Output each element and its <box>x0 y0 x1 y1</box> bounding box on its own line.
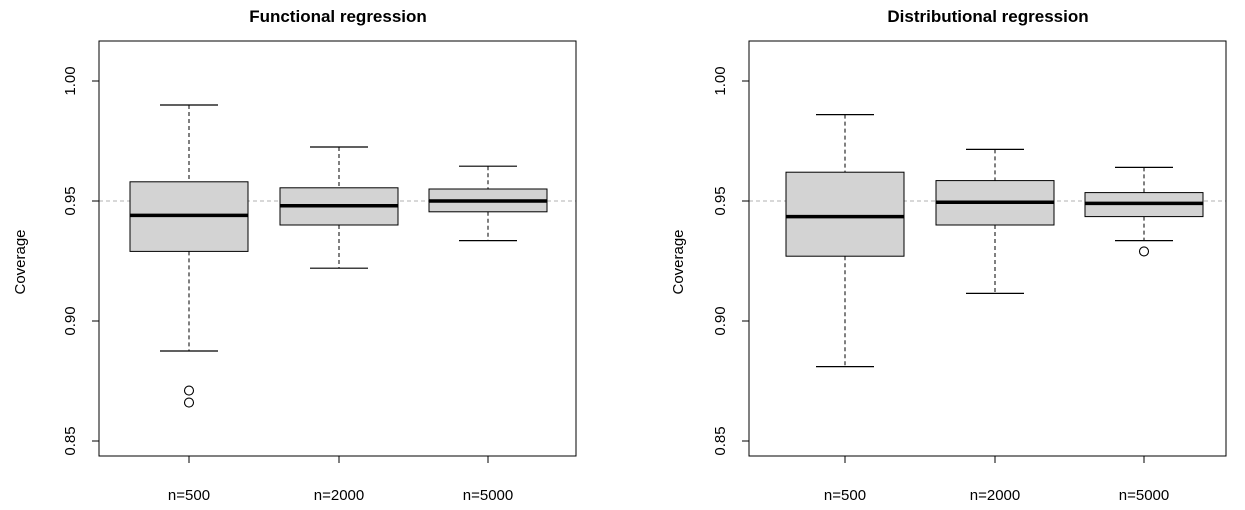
x-tick-label: n=2000 <box>970 487 1020 504</box>
box-n=2000 <box>279 146 399 269</box>
plot-frame <box>98 40 577 457</box>
x-tick-label: n=5000 <box>463 487 513 504</box>
iqr-box <box>785 171 905 257</box>
outlier-point <box>183 397 195 408</box>
outlier-point <box>1138 246 1150 257</box>
boxplot-panel-2: Distributional regression Coverage 0.85 0.9… <box>670 7 1227 504</box>
y-tick-label: 0.85 <box>712 426 729 455</box>
plot-frame <box>748 40 1227 457</box>
box-n=500 <box>129 104 249 408</box>
chart-title: Distributional regression <box>887 7 1088 26</box>
chart-title: Functional regression <box>249 7 427 26</box>
y-tick-label: 1.00 <box>712 66 729 95</box>
y-tick-label: 0.95 <box>712 186 729 215</box>
y-tick-label: 1.00 <box>62 66 79 95</box>
x-tick-label: n=2000 <box>314 487 364 504</box>
outlier-point <box>183 385 195 396</box>
y-axis-label: Coverage <box>12 229 29 294</box>
y-tick-label: 0.95 <box>62 186 79 215</box>
y-tick-label: 0.85 <box>62 426 79 455</box>
box-n=5000 <box>428 165 548 242</box>
x-tick-label: n=5000 <box>1119 487 1169 504</box>
y-axis-label: Coverage <box>670 229 687 294</box>
box-n=500 <box>785 113 905 368</box>
box-n=2000 <box>935 148 1055 294</box>
x-tick-label: n=500 <box>824 487 866 504</box>
x-tick-label: n=500 <box>168 487 210 504</box>
y-tick-label: 0.90 <box>62 306 79 335</box>
box-n=5000 <box>1084 166 1204 257</box>
boxplot-panel-1: Functional regression Coverage 0.85 0.90 0.9… <box>12 7 577 504</box>
y-tick-label: 0.90 <box>712 306 729 335</box>
